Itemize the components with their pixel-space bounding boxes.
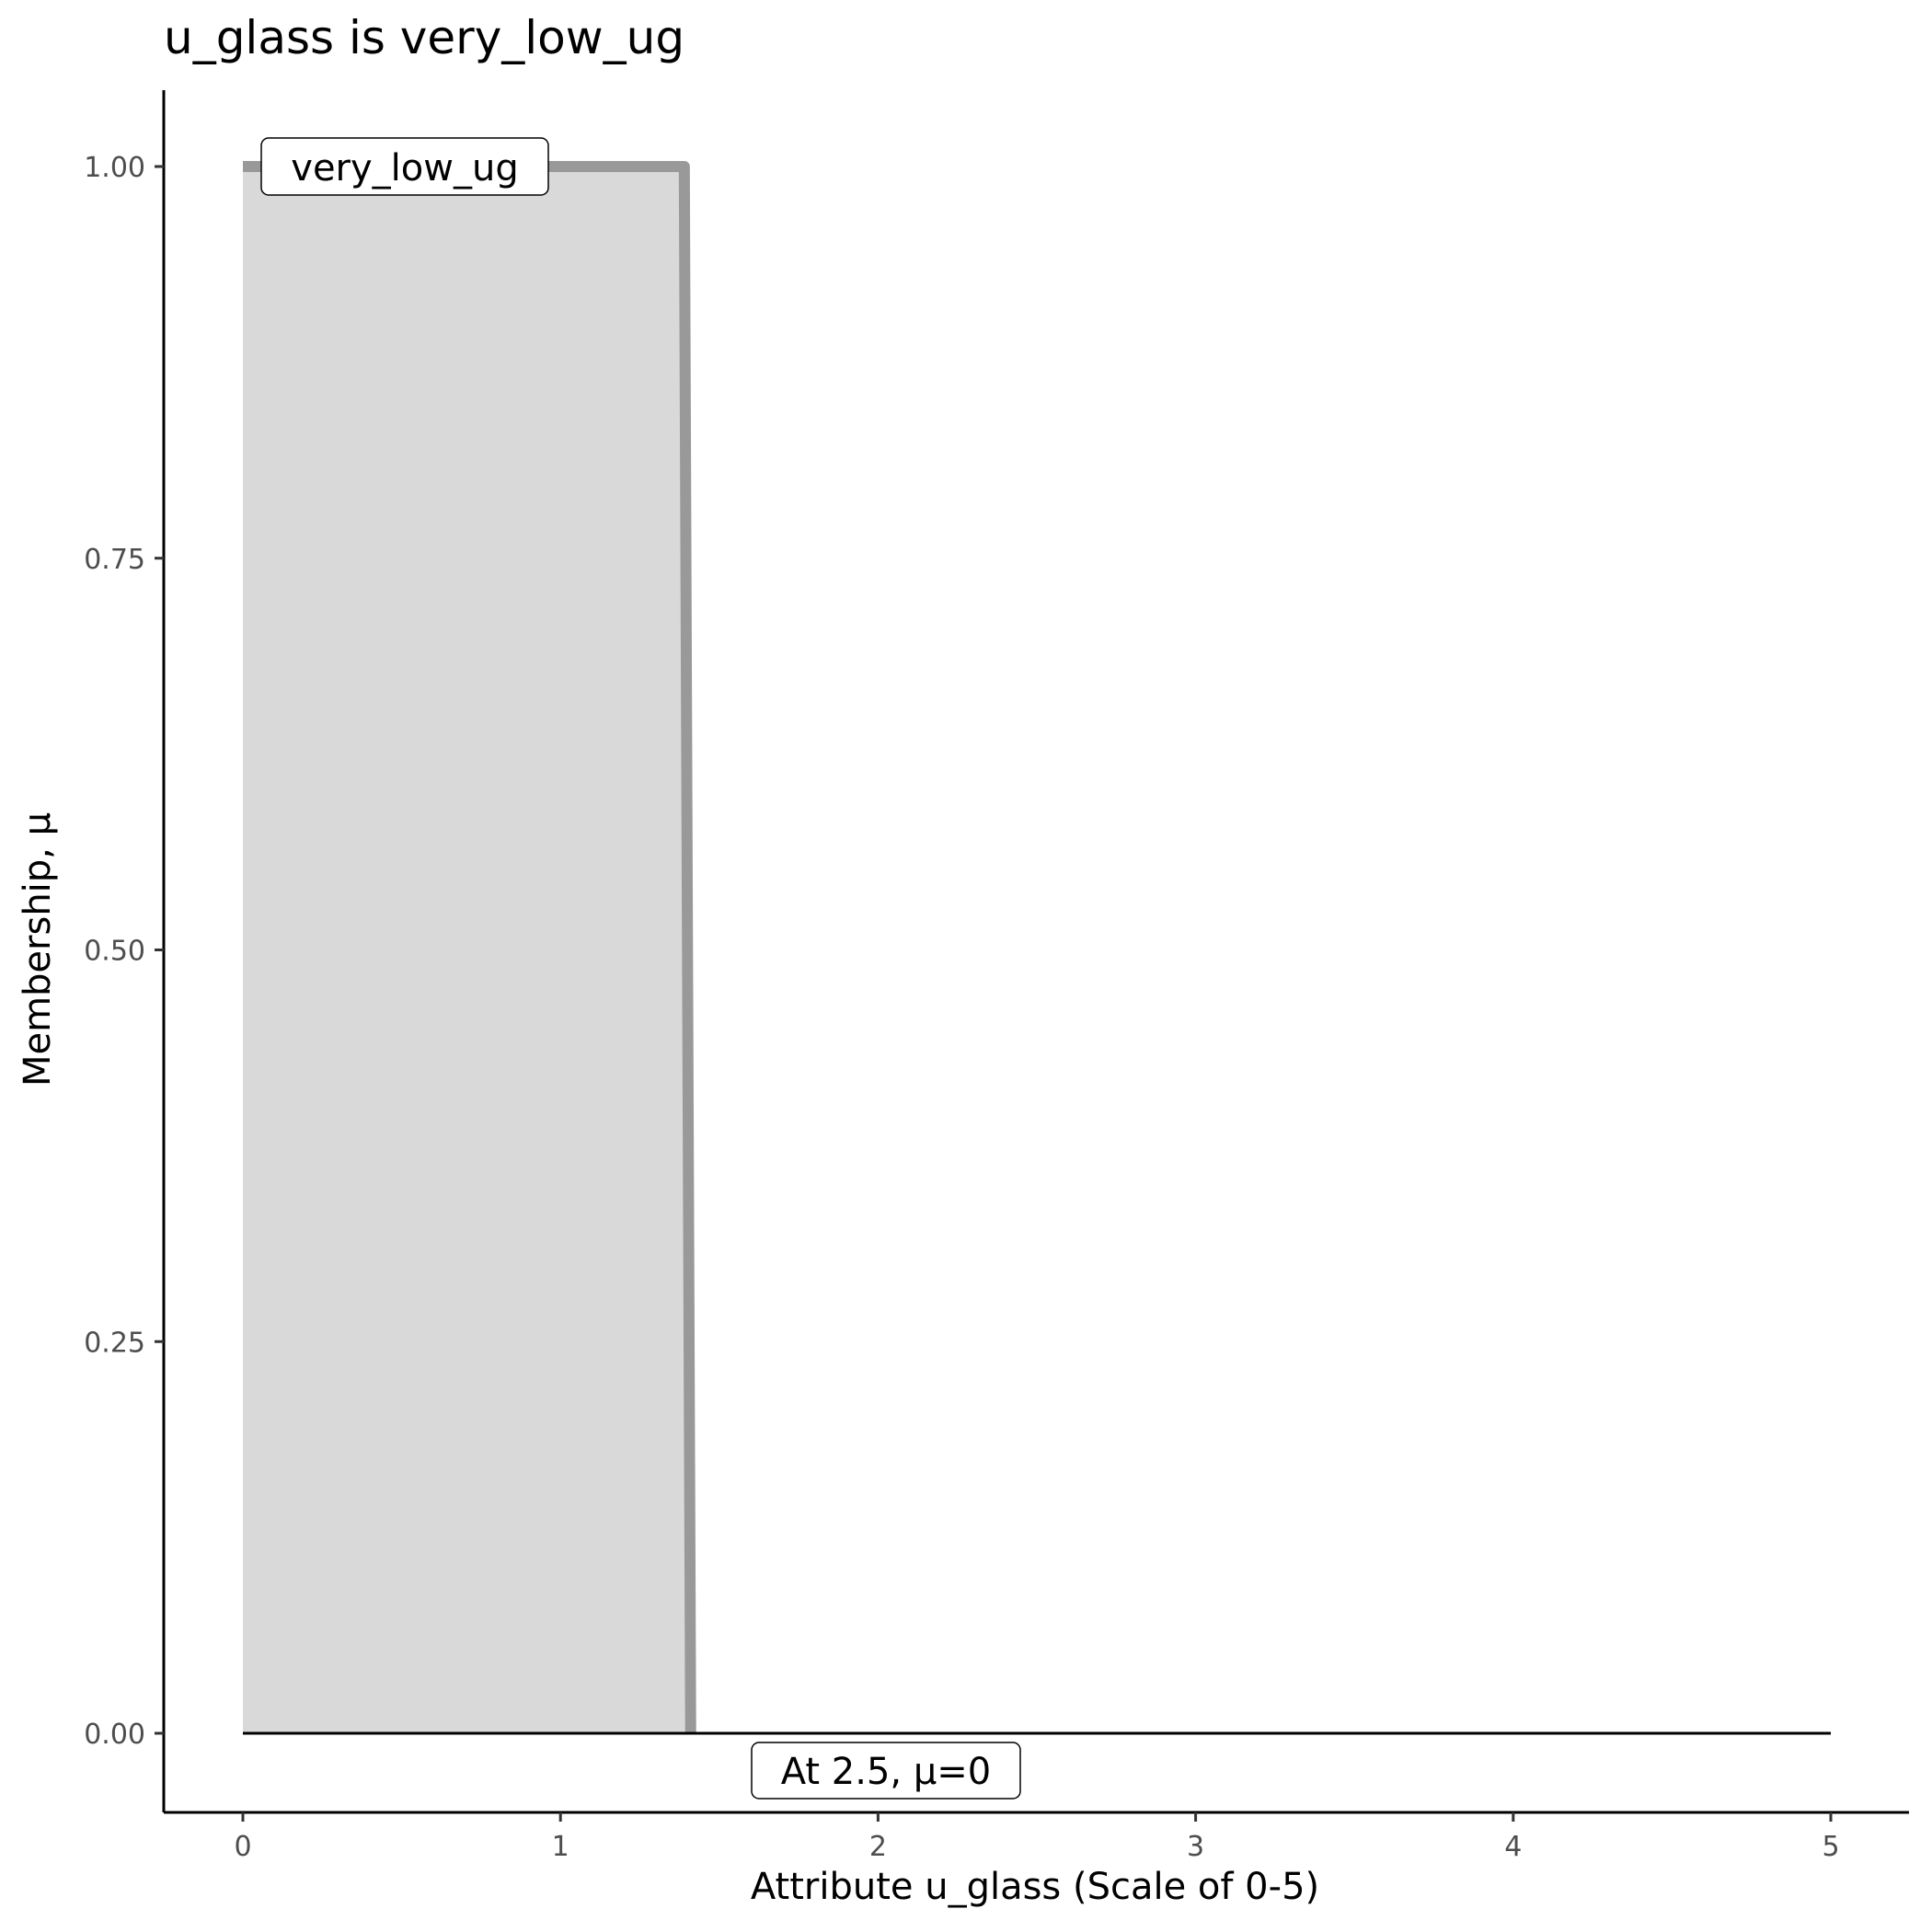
y-tick-label: 0.50 [84, 936, 145, 968]
axes: 0 1 2 3 4 5 0.00 0.25 0.50 0.75 1.00 [84, 90, 1909, 1863]
x-axis-title: Attribute u_glass (Scale of 0-5) [751, 1866, 1319, 1908]
chart-title: u_glass is very_low_ug [164, 11, 684, 64]
x-tick-label: 0 [234, 1831, 251, 1863]
x-tick-label: 1 [552, 1831, 569, 1863]
label-at-value: At 2.5, μ=0 [751, 1742, 1021, 1800]
label-very-low-ug: very_low_ug [260, 137, 549, 196]
x-tick-label: 3 [1187, 1831, 1204, 1863]
y-tick-label: 0.75 [84, 544, 145, 576]
x-tick-label: 5 [1822, 1831, 1839, 1863]
label-box [260, 137, 549, 196]
x-tick-label: 2 [869, 1831, 887, 1863]
label-box [751, 1742, 1021, 1800]
y-tick-label: 1.00 [84, 152, 145, 184]
membership-area [243, 167, 691, 1733]
x-tick-label: 4 [1504, 1831, 1522, 1863]
y-tick-label: 0.25 [84, 1327, 145, 1359]
y-axis-title: Membership, μ [17, 812, 59, 1087]
label-text: At 2.5, μ=0 [781, 1751, 992, 1793]
y-tick-label: 0.00 [84, 1719, 145, 1751]
label-text: very_low_ug [291, 147, 518, 190]
plot-area: very_low_ug At 2.5, μ=0 [243, 137, 1831, 1800]
